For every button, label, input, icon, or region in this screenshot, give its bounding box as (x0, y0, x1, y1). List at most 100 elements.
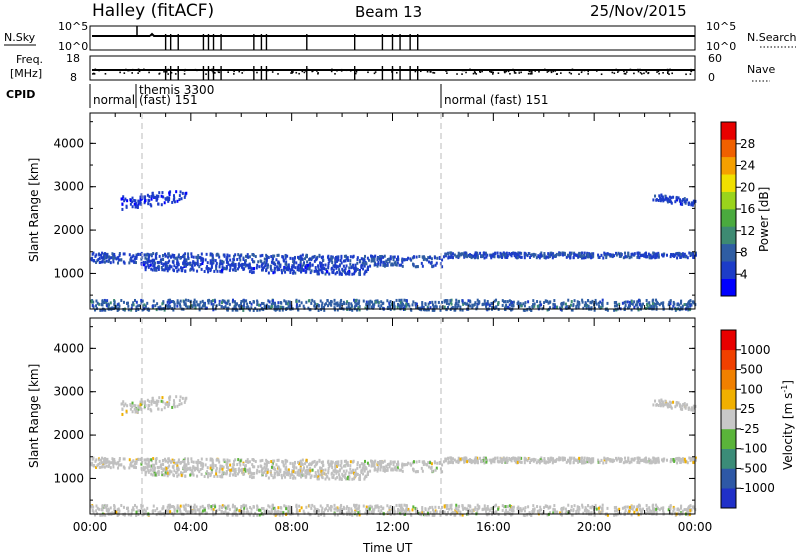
power-point (583, 253, 586, 257)
velocity-point (215, 472, 218, 476)
velocity-point (258, 508, 261, 512)
freq-gap-markers (164, 66, 419, 80)
velocity-point (167, 404, 170, 408)
velocity-point (434, 468, 437, 472)
power-point (497, 302, 500, 306)
power-point (365, 300, 368, 304)
nave-dot (505, 69, 508, 72)
power-point (209, 252, 212, 256)
power-point (370, 254, 373, 258)
velocity-point (486, 458, 489, 462)
velocity-point (95, 458, 98, 462)
velocity-point (125, 409, 128, 413)
power-point (228, 302, 231, 306)
power-point (644, 306, 647, 310)
velocity-point (178, 403, 181, 407)
power-point (291, 257, 294, 261)
velocity-point (250, 507, 253, 511)
velocity-point (350, 471, 353, 475)
power-point (513, 254, 516, 258)
velocity-point (538, 510, 541, 514)
power-point (577, 305, 580, 309)
power-point (181, 191, 184, 195)
velocity-point (500, 459, 503, 463)
power-point (411, 262, 414, 266)
velocity-point (239, 463, 242, 467)
velocity-point (250, 472, 253, 476)
velocity-point (176, 464, 179, 468)
velocity-point (187, 457, 190, 461)
power-point (371, 257, 374, 261)
velocity-point (662, 459, 665, 463)
velocity-point (523, 461, 526, 465)
velocity-point (98, 461, 101, 465)
velocity-point (463, 456, 466, 460)
power-point (477, 301, 480, 305)
nave-dot (291, 72, 294, 74)
power-point (220, 305, 223, 309)
power-point (250, 302, 253, 306)
power-point (472, 303, 475, 307)
power-point (118, 304, 121, 308)
power-point (412, 300, 415, 304)
velocity-point (308, 463, 311, 467)
velocity-point (256, 508, 259, 512)
velocity-point (628, 461, 631, 465)
power-point (662, 254, 665, 258)
power-point (327, 261, 330, 265)
power-point (172, 198, 175, 202)
velocity-point (225, 471, 228, 475)
velocity-point (129, 463, 132, 467)
power-point (450, 253, 453, 257)
power-point (175, 190, 178, 194)
power-point (429, 256, 432, 260)
velocity-point (163, 467, 166, 471)
power-point (691, 300, 694, 304)
power-point (501, 252, 504, 256)
velocity-point (115, 462, 118, 466)
power-point (348, 272, 351, 276)
velocity-point (96, 506, 99, 510)
power-point (553, 303, 556, 307)
cpid-panel: CPID normal themis 3300 (fast) 151 norma… (6, 83, 548, 108)
velocity-point (340, 477, 343, 481)
velocity-point (434, 509, 437, 513)
velocity-point (328, 506, 331, 510)
velocity-point (362, 504, 365, 508)
nsearch-tick-top: 10^5 (706, 20, 736, 33)
power-point (210, 264, 213, 268)
velocity-point (187, 460, 190, 464)
velocity-point (603, 456, 606, 460)
power-point (281, 255, 284, 259)
velocity-point (339, 464, 342, 468)
power-point (146, 301, 149, 305)
nave-dot (98, 69, 100, 72)
velocity-point (672, 509, 675, 513)
power-point (154, 195, 157, 199)
power-point (578, 251, 581, 255)
power-point (592, 254, 595, 258)
velocity-point (677, 458, 680, 462)
velocity-point (153, 463, 156, 467)
velocity-point (193, 468, 196, 472)
power-point (234, 302, 237, 306)
power-point (250, 267, 253, 271)
power-point (283, 299, 286, 303)
power-point (474, 255, 477, 259)
velocity-point (570, 456, 573, 460)
velocity-point (282, 473, 285, 477)
velocity-point (289, 507, 292, 511)
velocity-point (144, 458, 147, 462)
power-point (189, 263, 192, 267)
power-point (488, 304, 491, 308)
power-point (694, 251, 697, 255)
power-point (278, 261, 281, 265)
velocity-point (467, 504, 470, 508)
power-point (111, 255, 114, 259)
power-point (143, 201, 146, 205)
velocity-point (625, 460, 628, 464)
power-point (473, 253, 476, 257)
velocity-point (103, 503, 106, 507)
power-point (434, 263, 437, 267)
power-point (307, 306, 310, 310)
